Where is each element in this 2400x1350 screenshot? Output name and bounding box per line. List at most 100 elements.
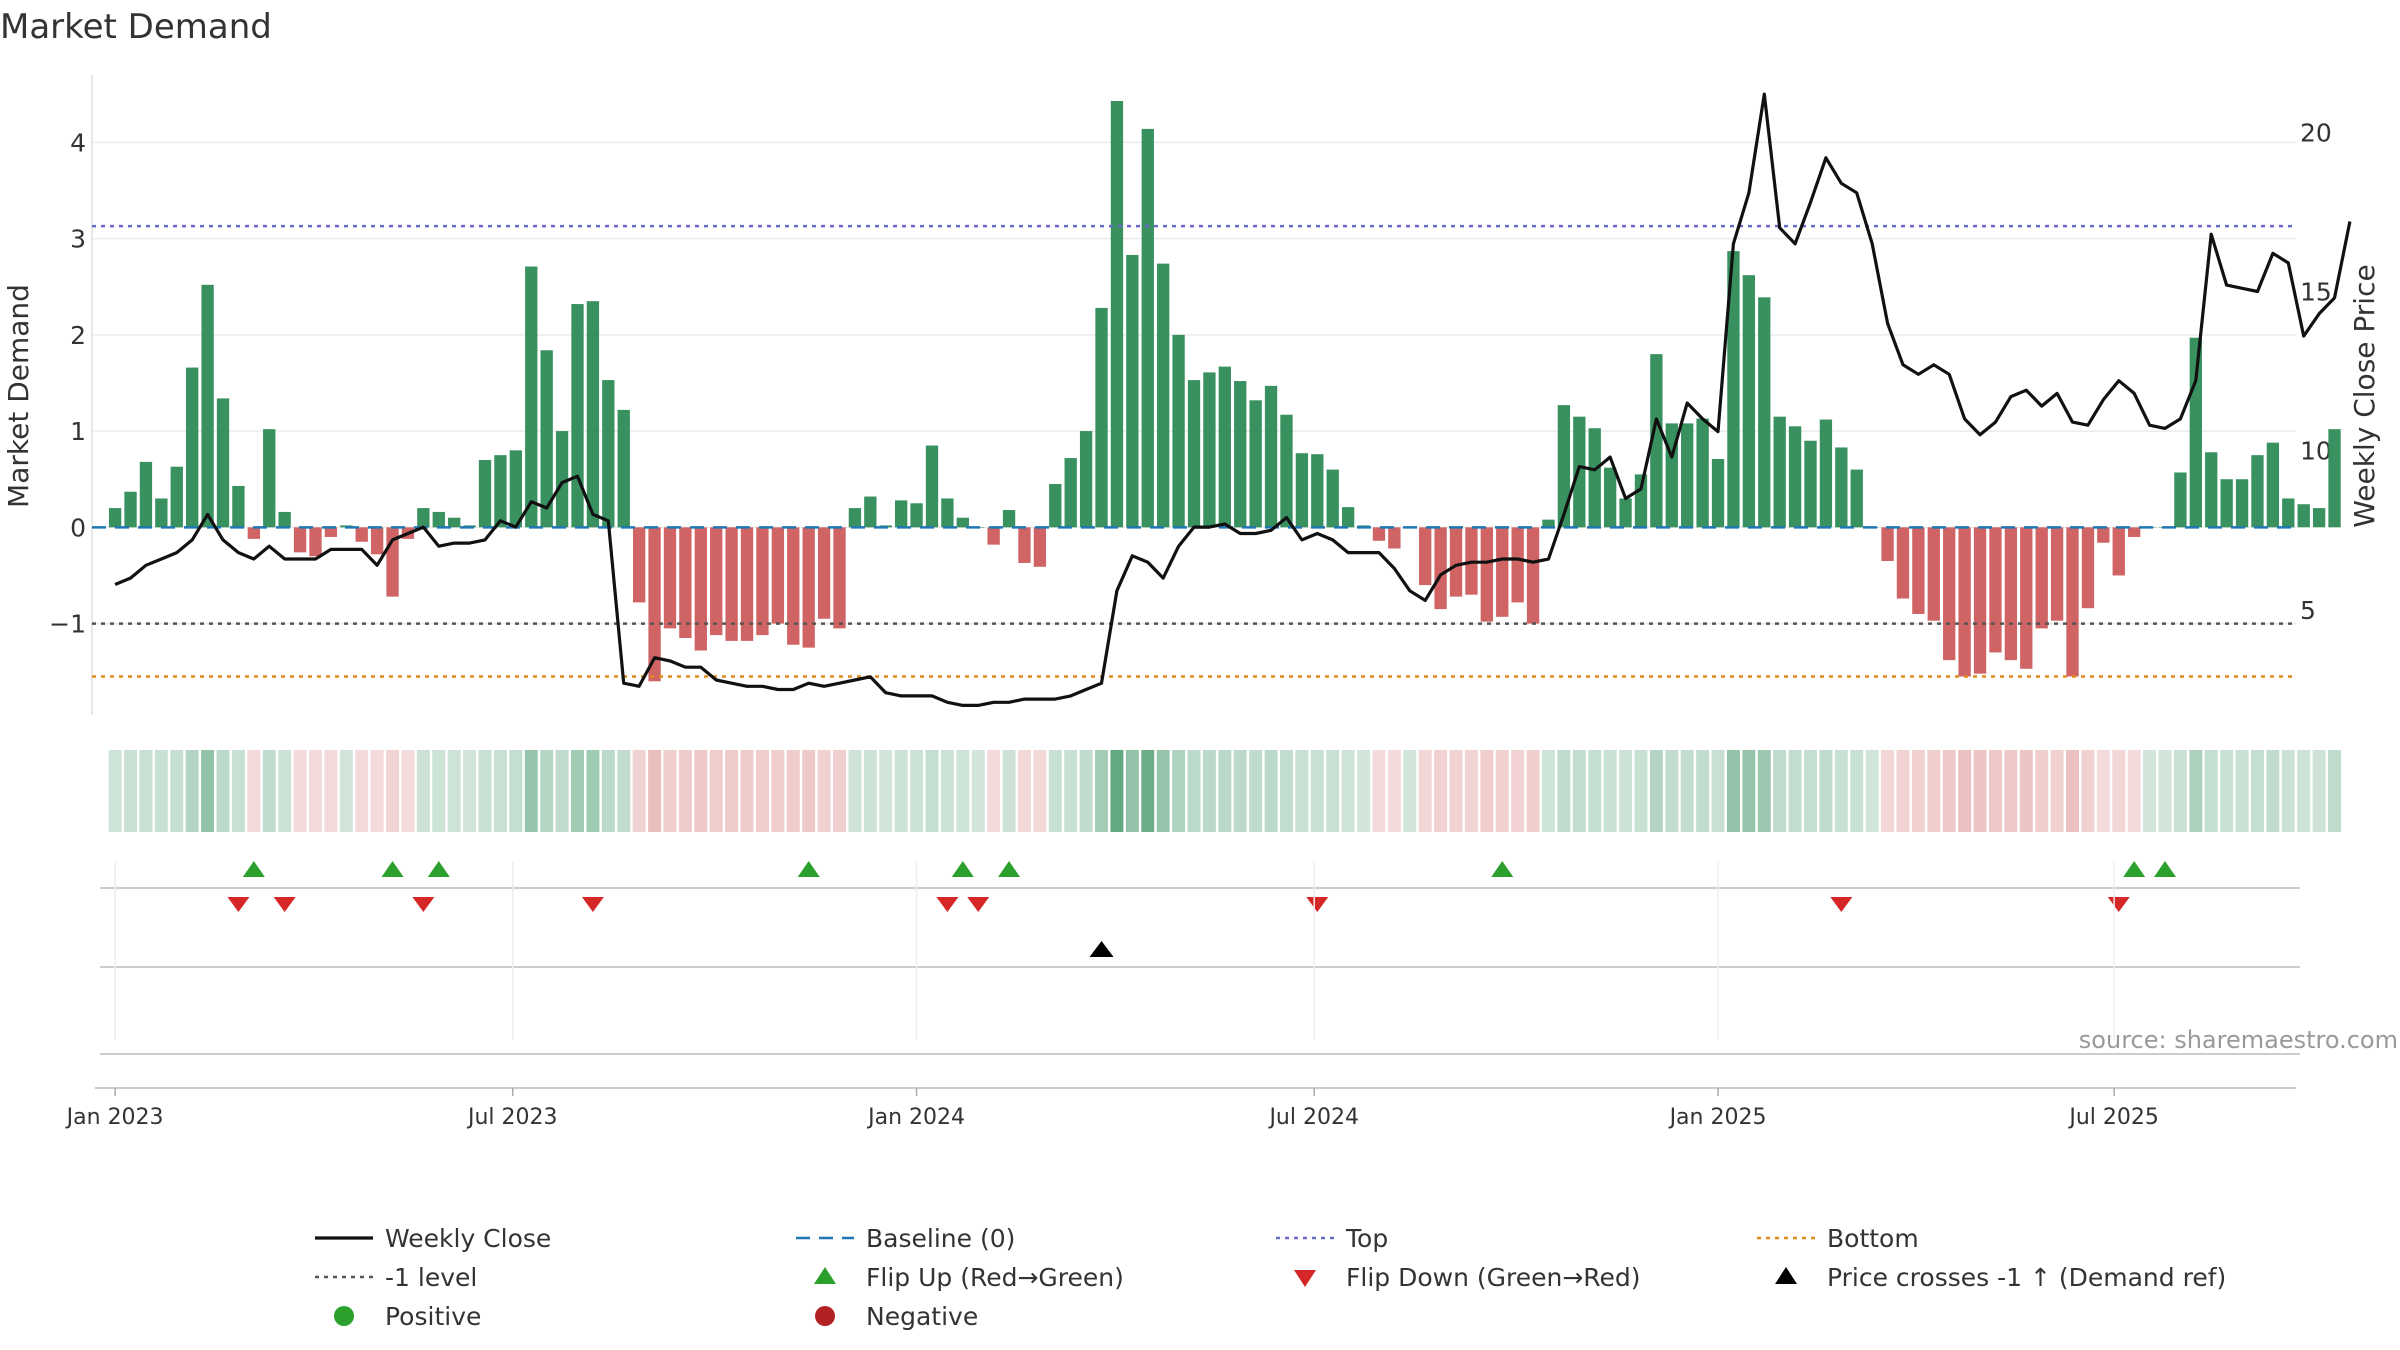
flip-down-marker [936, 897, 959, 912]
strip-cell [1434, 750, 1448, 832]
strip-cell [108, 750, 122, 832]
strip-cell [1495, 750, 1509, 832]
strip-cell [1988, 750, 2002, 832]
demand-bar [1696, 418, 1709, 528]
strip-cell [2004, 750, 2018, 832]
strip-cell [1310, 750, 1324, 832]
x-tick-label: Jan 2023 [65, 1105, 164, 1130]
demand-bar [2020, 527, 2033, 669]
demand-bar [432, 511, 445, 528]
strip-cell [1619, 750, 1633, 832]
strip-cell [1680, 750, 1694, 832]
strip-cell [894, 750, 908, 832]
demand-bar [2266, 442, 2280, 528]
strip-cell [694, 750, 708, 832]
demand-bar [1619, 498, 1632, 528]
demand-bar [617, 409, 630, 528]
demand-bar [232, 485, 245, 528]
demand-bar [2235, 479, 2249, 528]
demand-bar [1773, 416, 1786, 528]
demand-bar [1742, 275, 1756, 528]
demand-bar [1958, 527, 1971, 677]
demand-bar [1588, 428, 1601, 528]
strip-cell [2250, 750, 2264, 832]
source-credit: source: sharemaestro.com [2079, 1026, 2398, 1054]
demand-bar [2066, 527, 2079, 677]
y-tick-label: 4 [70, 128, 86, 157]
demand-bar [2174, 472, 2187, 528]
flip-down-marker [967, 897, 990, 912]
demand-bar [355, 527, 368, 542]
strip-cell [1634, 750, 1648, 832]
legend-label-flip-up: Flip Up (Red→Green) [866, 1263, 1124, 1292]
demand-bar [448, 517, 461, 528]
strip-cell [1788, 750, 1802, 832]
strip-cell [2173, 750, 2187, 832]
demand-bar [894, 500, 908, 528]
demand-bar [787, 527, 800, 645]
demand-bar [1727, 251, 1740, 528]
strip-cell [848, 750, 862, 832]
flip-markers-panel [100, 861, 2300, 912]
demand-bar [864, 496, 877, 528]
strip-cell [601, 750, 615, 832]
legend-label-price-cross: Price crosses -1 ↑ (Demand ref) [1827, 1263, 2226, 1292]
demand-bar [1896, 527, 1910, 599]
strip-cell [463, 750, 477, 832]
strip-cell [524, 750, 538, 832]
strip-cell [2281, 750, 2295, 832]
legend-swatch-positive [334, 1306, 354, 1326]
demand-bar [1573, 416, 1586, 528]
legend-swatch-flip-up [814, 1267, 836, 1284]
x-tick-label: Jul 2025 [2067, 1105, 2159, 1130]
demand-bar [2282, 498, 2295, 528]
legend-label-minus-one: -1 level [385, 1263, 477, 1292]
demand-bar [1187, 380, 1201, 528]
flip-down-marker [273, 897, 296, 912]
strip-cell [324, 750, 338, 832]
demand-bar [509, 450, 523, 528]
demand-bar [2205, 452, 2218, 528]
strip-cell [956, 750, 970, 832]
strip-cell [940, 750, 954, 832]
demand-bar [987, 527, 1000, 545]
strip-cell [540, 750, 554, 832]
strip-cell [740, 750, 754, 832]
strip-cell [262, 750, 276, 832]
strip-cell [586, 750, 600, 832]
strip-cell [416, 750, 430, 832]
strip-cell [1033, 750, 1047, 832]
demand-bar [2050, 527, 2064, 621]
strip-cell [1403, 750, 1417, 832]
strip-cell [478, 750, 492, 832]
demand-bar [710, 527, 723, 636]
demand-bar [2251, 455, 2264, 528]
demand-bar [663, 527, 677, 629]
flip-up-marker [998, 861, 1021, 877]
x-tick-label: Jan 2024 [866, 1105, 965, 1130]
demand-bar [1110, 100, 1124, 528]
demand-bar [1018, 527, 1031, 563]
strip-cell [802, 750, 816, 832]
y-tick-label: 2 [70, 321, 86, 350]
strip-cell [771, 750, 785, 832]
demand-bar [571, 304, 584, 528]
strip-cell [725, 750, 739, 832]
strip-cell [1172, 750, 1186, 832]
strip-cell [555, 750, 569, 832]
demand-bar [1927, 527, 1940, 621]
flip-up-marker [2153, 861, 2176, 877]
strip-cell [1773, 750, 1787, 832]
demand-bar [370, 527, 384, 555]
demand-bar [155, 498, 168, 528]
demand-bar [1326, 469, 1339, 528]
demand-bar [201, 284, 214, 528]
demand-bar [694, 527, 707, 651]
strip-cell [2143, 750, 2157, 832]
strip-cell [1218, 750, 1232, 832]
demand-bar [1311, 454, 1324, 528]
strip-cell [370, 750, 384, 832]
strip-cell [1927, 750, 1941, 832]
strip-cell [2019, 750, 2033, 832]
strip-cell [124, 750, 138, 832]
